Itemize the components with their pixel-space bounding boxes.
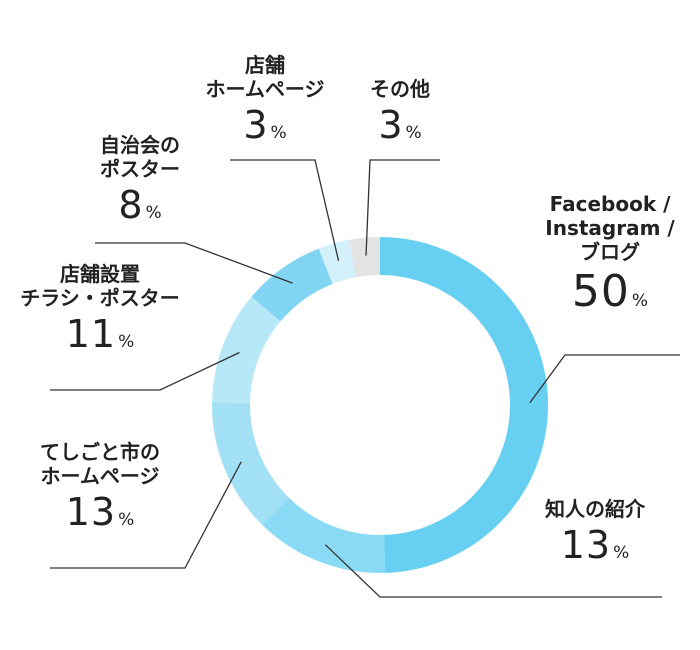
leader-line-4 [95,242,293,284]
slice-value-number: 8 [118,183,144,227]
slice-value: 11% [0,312,210,358]
slice-1 [262,497,386,573]
slice-value-unit: % [145,203,162,223]
slice-label-line: ポスター [100,157,180,181]
slice-label-6: その他 3% [290,77,510,149]
slice-value: 3% [155,103,375,149]
slice-label-1: 知人の紹介 13% [485,497,700,569]
slice-6 [348,237,380,278]
slice-label-line: てしごと市の [40,440,160,464]
slice-label-line: Instagram / [545,216,675,240]
slice-label-line: チラシ・ポスター [20,286,180,310]
slice-value-unit: % [405,123,422,143]
slice-value-unit: % [118,332,135,352]
leader-line-5 [230,159,340,261]
leader-line-6 [365,159,440,256]
slice-value-unit: % [270,123,287,143]
slice-5 [318,239,356,284]
slice-label-line: 店舗 [245,53,285,77]
slice-value-number: 13 [65,490,117,534]
slice-4 [251,248,333,322]
slice-3 [212,296,281,403]
slice-label-line: 知人の紹介 [545,497,645,521]
slice-value-number: 3 [378,103,404,147]
slice-label-line: ホームページ [205,77,325,101]
slice-label-line: 店舗設置 [60,262,140,286]
slice-value-unit: % [613,543,630,563]
slice-0 [380,237,549,573]
leader-line-0 [529,354,680,404]
slice-label-3: 店舗設置 チラシ・ポスター 11% [0,262,210,358]
slice-label-4: 自治会の ポスター 8% [30,133,250,229]
slice-label-line: Facebook / [549,192,671,216]
slice-label-0: Facebook / Instagram / ブログ 50% [500,192,700,319]
slice-label-2: てしごと市の ホームページ 13% [0,440,210,536]
leader-line-1 [324,544,662,598]
leader-line-3 [50,351,240,391]
slice-value-number: 11 [65,312,117,356]
leader-line-2 [50,461,242,569]
slice-value-number: 50 [571,266,630,317]
slice-2 [212,402,289,525]
slice-label-line: 自治会の [100,133,180,157]
slice-label-line: ホームページ [40,464,160,488]
slice-value-unit: % [631,291,649,311]
slice-value: 50% [500,266,700,319]
slice-value-number: 13 [560,523,612,567]
slice-value: 13% [485,523,700,569]
slice-label-5: 店舗 ホームページ 3% [155,53,375,149]
slice-value-unit: % [118,510,135,530]
slice-value: 3% [290,103,510,149]
slice-value: 8% [30,183,250,229]
slice-value-number: 3 [243,103,269,147]
slice-label-line: ブログ [580,240,640,264]
slice-label-line: その他 [370,77,430,101]
slice-value: 13% [0,490,210,536]
